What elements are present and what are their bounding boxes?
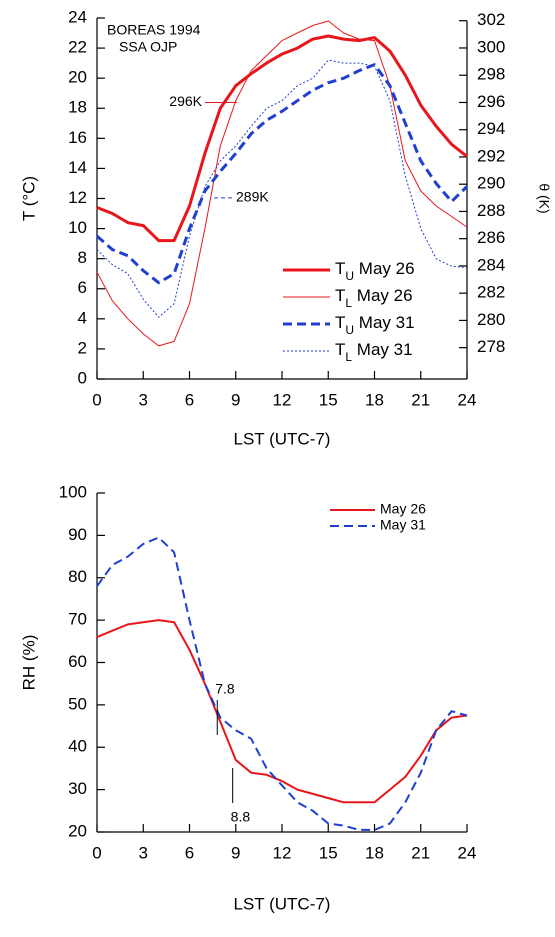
x-tick-label: 24 (458, 843, 477, 862)
legend-label: TL May 26 (335, 286, 413, 310)
annotation: SSA OJP (119, 39, 177, 55)
x-tick-label: 6 (185, 843, 194, 862)
y-tick-label: 14 (68, 158, 87, 177)
annotation: 296K (169, 93, 202, 109)
x-tick-label: 21 (411, 390, 430, 409)
y2-tick-label: 302 (477, 10, 505, 29)
legend-label: TL May 31 (335, 340, 413, 364)
y2-tick-label: 296 (477, 92, 505, 111)
y-tick-label: 0 (78, 368, 87, 387)
legend-label: TU May 31 (335, 313, 415, 337)
y-tick-label: 2 (78, 338, 87, 357)
y2-tick-label: 284 (477, 255, 505, 274)
y-tick-label: 20 (68, 68, 87, 87)
x-tick-label: 12 (273, 843, 292, 862)
y-tick-label: 16 (68, 128, 87, 147)
y-tick-label: 30 (68, 779, 87, 798)
y-axis-title: T (°C) (19, 176, 38, 221)
y2-tick-label: 300 (477, 37, 505, 56)
y-tick-label: 90 (68, 525, 87, 544)
annotation: 8.8 (231, 809, 251, 825)
y2-tick-label: 278 (477, 337, 505, 356)
data-line (96, 536, 468, 831)
x-tick-label: 24 (458, 390, 477, 409)
y2-tick-label: 288 (477, 201, 505, 220)
y-tick-label: 50 (68, 694, 87, 713)
y-tick-label: 4 (78, 308, 87, 327)
x-tick-label: 15 (319, 843, 338, 862)
y-tick-label: 12 (68, 188, 87, 207)
legend-label: May 26 (380, 501, 426, 517)
y-tick-label: 10 (68, 218, 87, 237)
y2-axis-title: θ (K) (536, 183, 552, 213)
annotation: 289K (236, 189, 269, 205)
y2-tick-label: 298 (477, 65, 505, 84)
data-line (96, 34, 468, 243)
y-tick-label: 80 (68, 567, 87, 586)
annotation: 7.8 (215, 681, 235, 697)
data-line (96, 20, 468, 347)
x-tick-label: 12 (273, 390, 292, 409)
y2-tick-label: 282 (477, 283, 505, 302)
y-tick-label: 6 (78, 278, 87, 297)
y-tick-label: 70 (68, 610, 87, 629)
y2-tick-label: 286 (477, 228, 505, 247)
y2-tick-label: 290 (477, 174, 505, 193)
x-tick-label: 0 (92, 390, 101, 409)
x-tick-label: 18 (365, 843, 384, 862)
y-tick-label: 20 (68, 821, 87, 840)
legend-label: TU May 26 (335, 259, 415, 283)
x-tick-label: 21 (411, 843, 430, 862)
y-tick-label: 8 (78, 248, 87, 267)
x-tick-label: 0 (92, 843, 101, 862)
x-tick-label: 3 (139, 390, 148, 409)
annotation: BOREAS 1994 (107, 22, 201, 38)
y-tick-label: 24 (68, 7, 87, 26)
legend-label: May 31 (380, 517, 426, 533)
x-axis-title: LST (UTC-7) (234, 429, 331, 448)
x-tick-label: 3 (139, 843, 148, 862)
x-tick-label: 9 (231, 843, 240, 862)
y-axis-title: RH (%) (19, 635, 38, 691)
y-tick-label: 60 (68, 652, 87, 671)
y2-tick-label: 294 (477, 119, 505, 138)
x-tick-label: 15 (319, 390, 338, 409)
y-tick-label: 100 (59, 482, 87, 501)
y-tick-label: 40 (68, 737, 87, 756)
x-tick-label: 18 (365, 390, 384, 409)
y2-tick-label: 280 (477, 310, 505, 329)
x-axis-title: LST (UTC-7) (234, 894, 331, 913)
y2-tick-label: 292 (477, 146, 505, 165)
data-line (96, 59, 468, 318)
x-tick-label: 6 (185, 390, 194, 409)
y-tick-label: 18 (68, 98, 87, 117)
x-tick-label: 9 (231, 390, 240, 409)
data-line (96, 63, 469, 285)
y-tick-label: 22 (68, 38, 87, 57)
data-line (96, 619, 468, 804)
